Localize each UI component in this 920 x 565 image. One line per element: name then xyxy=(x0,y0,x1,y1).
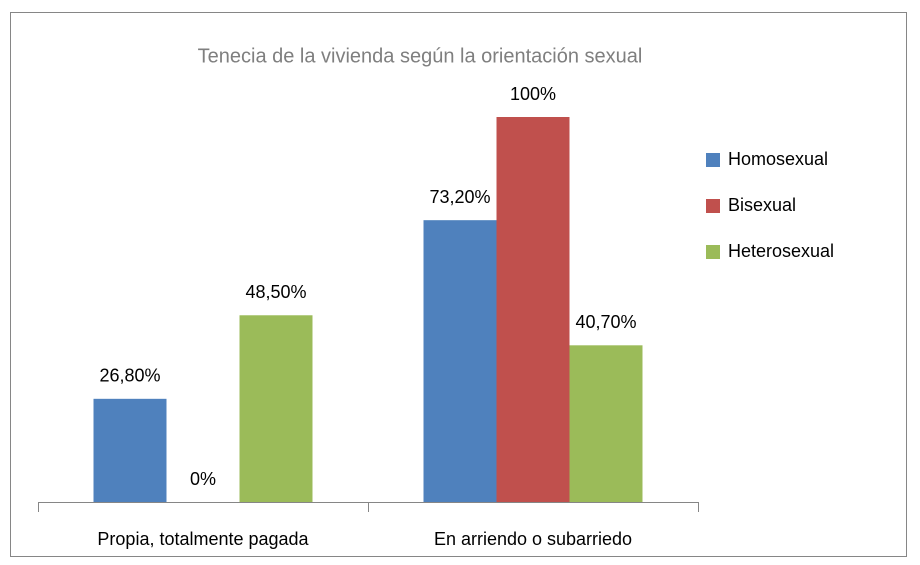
legend-swatch xyxy=(706,153,720,167)
bar xyxy=(496,117,570,502)
data-label: 0% xyxy=(190,469,216,489)
chart-title: Tenecia de la vivienda según la orientac… xyxy=(198,45,643,67)
data-label: 48,50% xyxy=(245,282,306,302)
data-label: 40,70% xyxy=(575,312,636,332)
legend-swatch xyxy=(706,245,720,259)
bar xyxy=(569,345,643,502)
data-label: 26,80% xyxy=(99,366,160,386)
x-tick-label: En arriendo o subarriedo xyxy=(434,529,632,549)
bar xyxy=(93,398,167,502)
legend-label: Bisexual xyxy=(728,195,796,215)
bar xyxy=(239,315,313,502)
legend-swatch xyxy=(706,199,720,213)
legend-label: Heterosexual xyxy=(728,241,834,261)
data-label: 100% xyxy=(510,84,556,104)
x-tick-label: Propia, totalmente pagada xyxy=(97,529,309,549)
legend-label: Homosexual xyxy=(728,149,828,169)
bar xyxy=(423,220,497,502)
data-label: 73,20% xyxy=(429,187,490,207)
